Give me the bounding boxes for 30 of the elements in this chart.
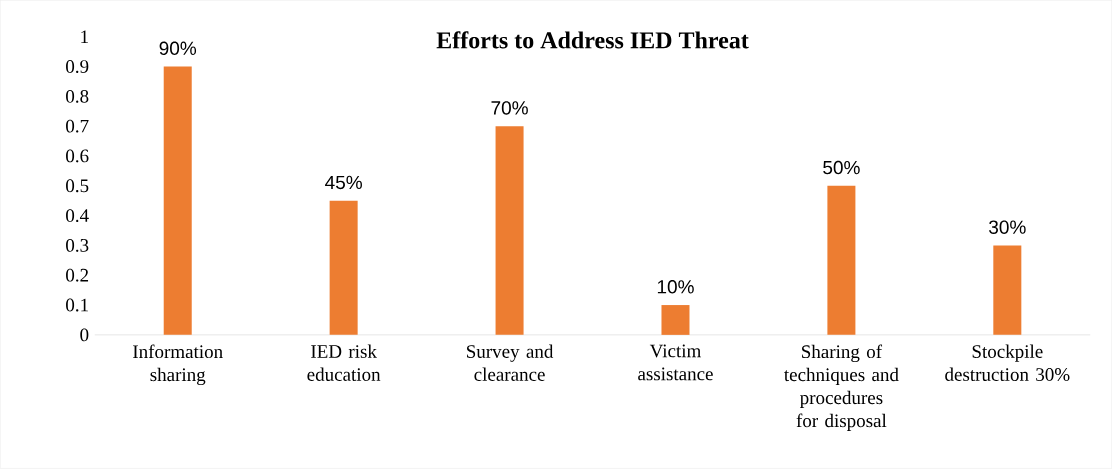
data-label: 30% — [989, 220, 1026, 235]
x-tick-label: Sharing of techniques and procedures for disposal — [784, 344, 899, 432]
bar — [993, 245, 1022, 336]
bar — [329, 200, 358, 336]
x-tick-label: Survey and clearance — [467, 344, 554, 382]
bar — [163, 66, 192, 336]
bar — [827, 185, 856, 336]
y-tick-label: 0.5 — [66, 179, 89, 193]
data-label: 70% — [491, 101, 528, 115]
y-tick-label: 0.6 — [66, 149, 89, 163]
chart-title: Efforts to Address IED Threat — [436, 31, 749, 49]
bar — [661, 305, 690, 336]
data-label: 45% — [325, 175, 362, 190]
x-tick-label: Stockpile destruction 30% — [945, 344, 1070, 382]
x-tick-label: Victim assistance — [638, 344, 713, 381]
y-tick-label: 0.4 — [66, 209, 89, 223]
y-tick-label: 1 — [81, 30, 88, 44]
y-tick-label: 0.9 — [66, 60, 89, 74]
y-tick-label: 0.3 — [66, 239, 89, 253]
y-tick-label: 0 — [80, 328, 89, 342]
bar — [495, 126, 524, 336]
x-tick-label: Information sharing — [133, 344, 223, 386]
y-tick-label: 0.1 — [66, 298, 88, 312]
data-label: 90% — [159, 41, 197, 56]
x-tick-label: IED risk education — [307, 344, 381, 382]
y-tick-label: 0.2 — [66, 268, 89, 282]
data-label: 50% — [823, 160, 860, 175]
data-label: 10% — [657, 280, 694, 294]
y-tick-label: 0.7 — [66, 119, 89, 133]
y-tick-label: 0.8 — [66, 90, 89, 103]
